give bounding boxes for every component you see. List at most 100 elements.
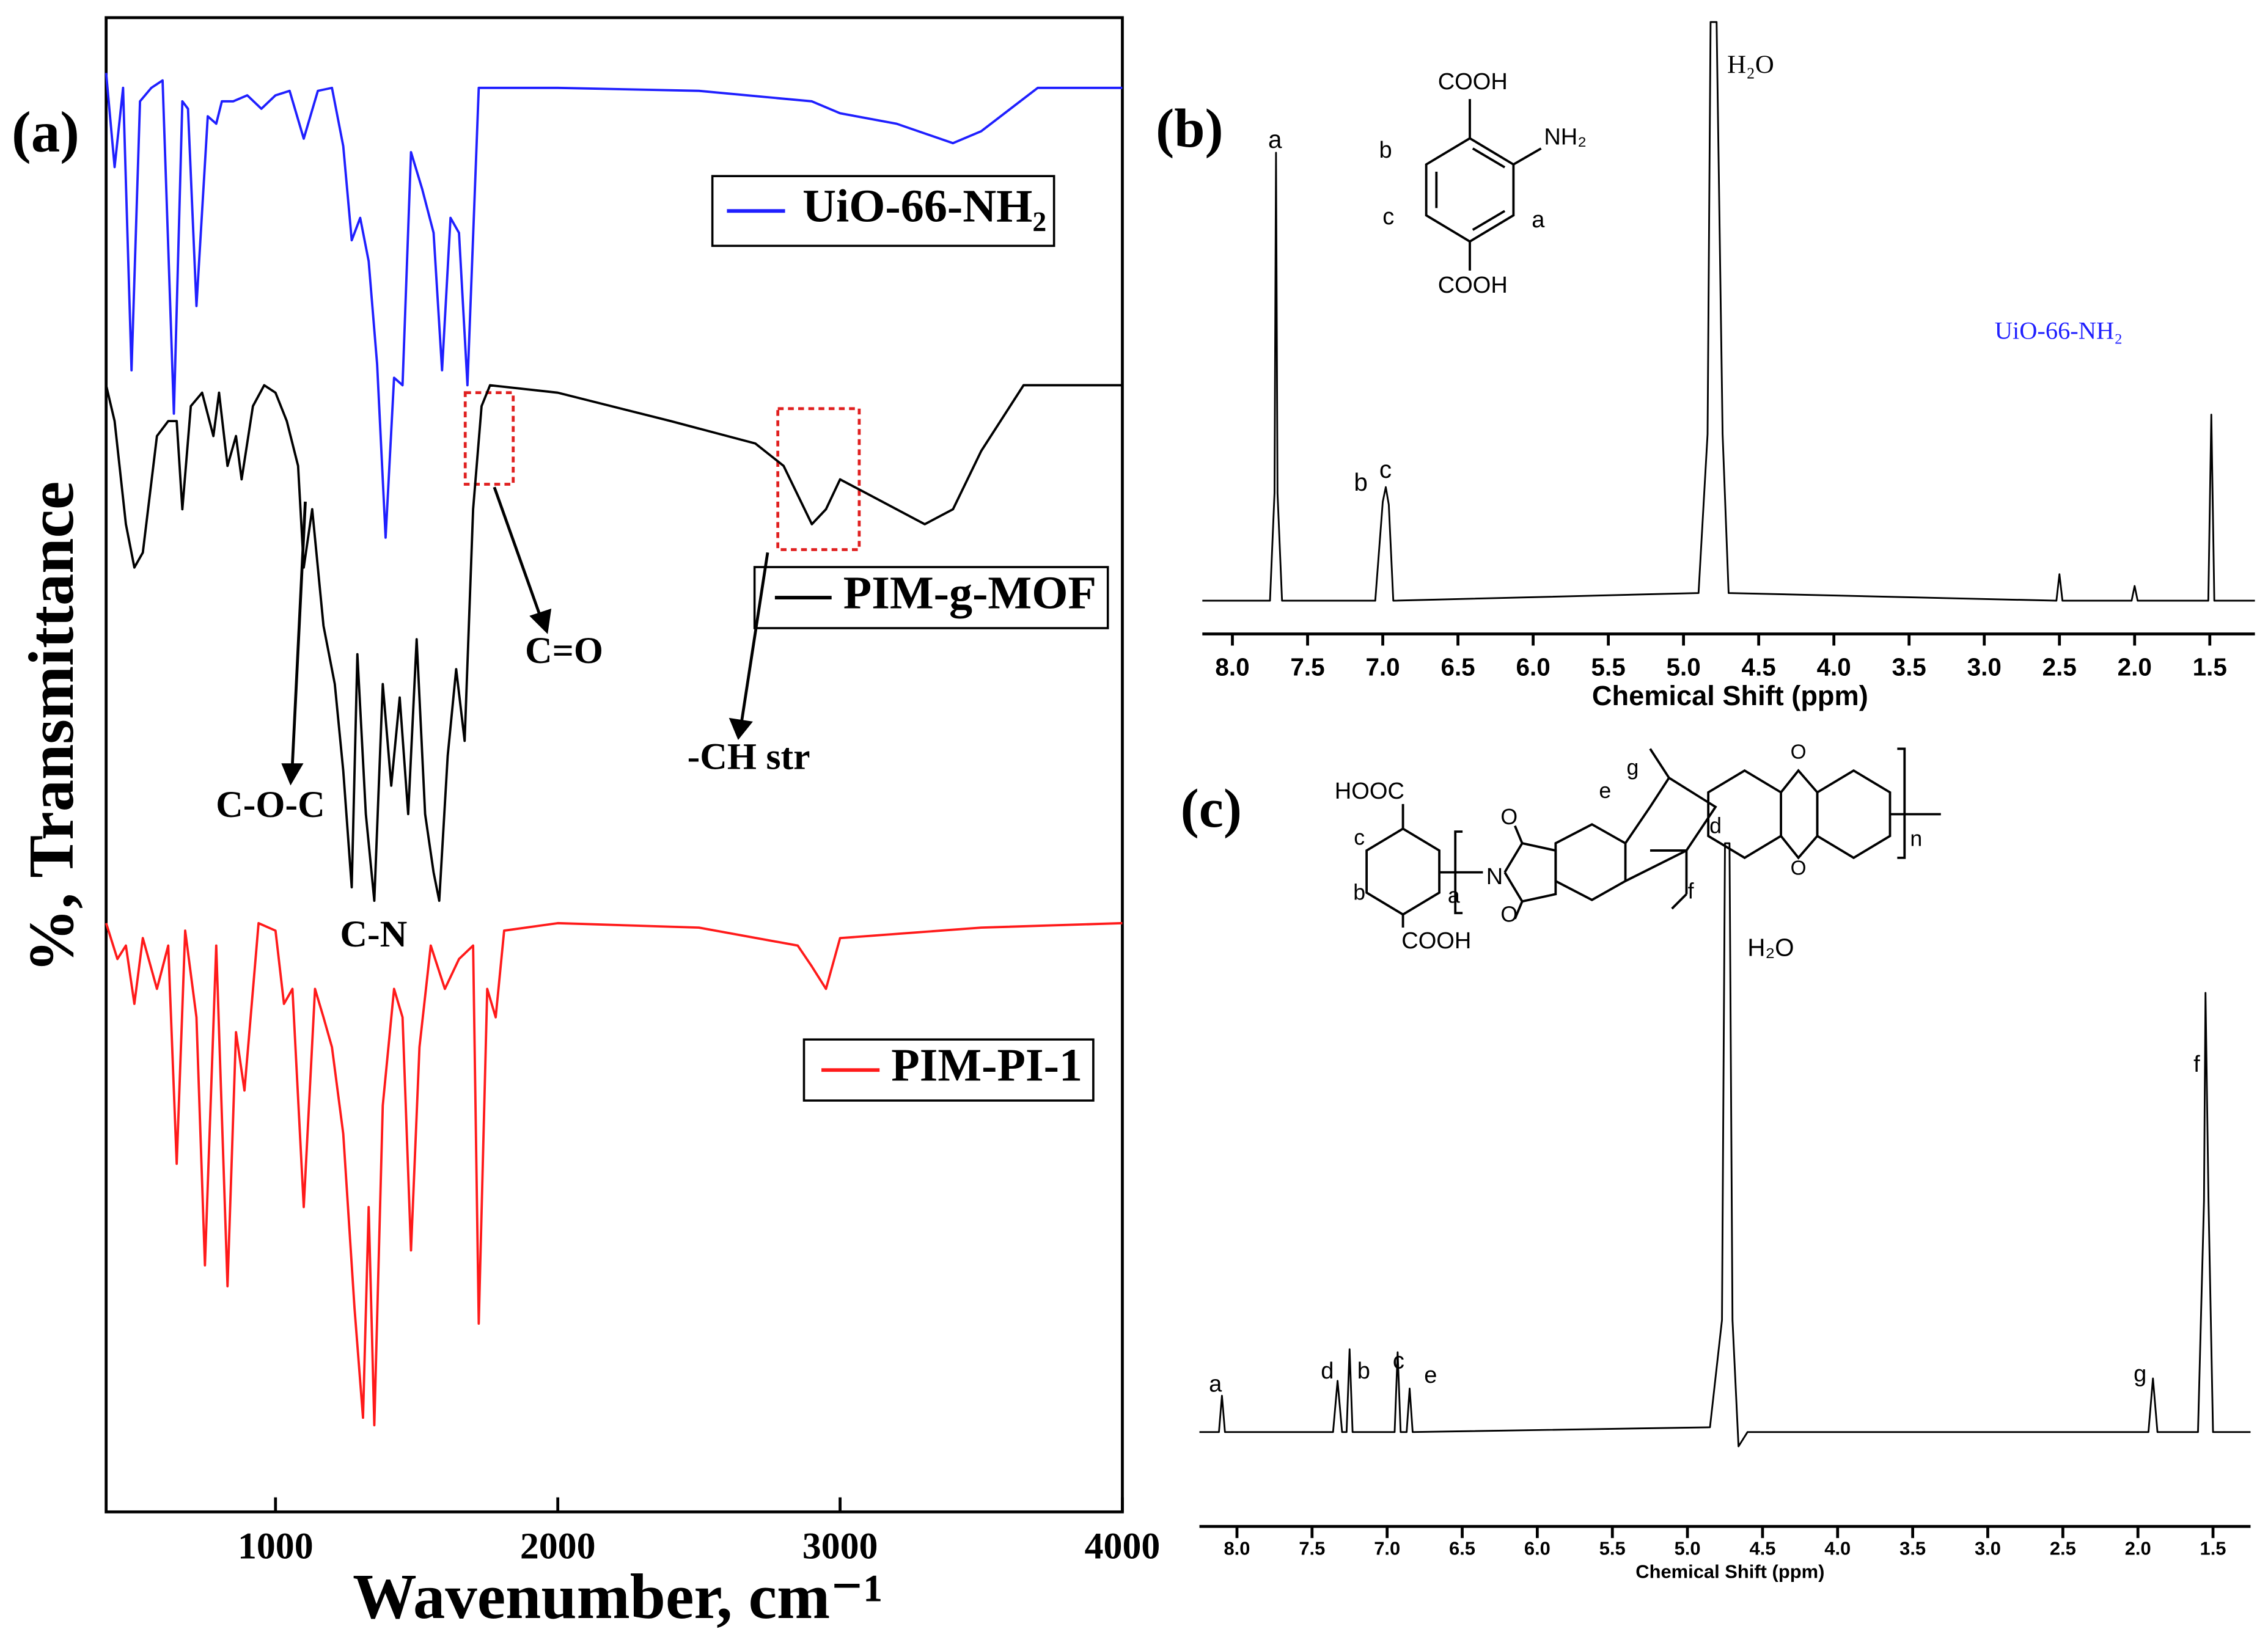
legend-label: PIM-PI-1 bbox=[891, 1040, 1082, 1091]
x-tick-label: 4.5 bbox=[1749, 1537, 1775, 1559]
peak-label: H₂O bbox=[1747, 933, 1794, 961]
spiro-ring bbox=[1624, 776, 1717, 882]
structure-label: b bbox=[1379, 137, 1392, 163]
x-tick-label: 1.5 bbox=[2200, 1537, 2226, 1559]
peak-label: H₂O bbox=[1727, 51, 1774, 79]
peak-label: a bbox=[1268, 125, 1282, 153]
x-tick-label: 2.5 bbox=[2050, 1537, 2076, 1559]
plot-frame bbox=[105, 16, 1124, 1514]
panel-b: (b) Chemical Shift (ppm) a b c H₂O UiO-6… bbox=[1156, 21, 2255, 711]
spectrum-line bbox=[105, 73, 1123, 539]
structure-label: c bbox=[1354, 825, 1365, 849]
x-tick-label: 5.0 bbox=[1675, 1537, 1701, 1559]
structure: COOH NH₂ b c a COOH bbox=[1379, 69, 1587, 298]
sample-label: UiO-66-NH₂ bbox=[1995, 317, 2123, 344]
x-tick-label: 6.5 bbox=[1440, 653, 1475, 681]
legend-label: UiO-66-NH₂ bbox=[802, 181, 1046, 232]
peak-label: b bbox=[1354, 468, 1368, 496]
annotation: -CH str bbox=[688, 736, 810, 778]
benzene-ring bbox=[1816, 769, 1892, 860]
bond bbox=[1514, 901, 1524, 920]
x-tick-label: 6.0 bbox=[1516, 653, 1550, 681]
structure-label: a bbox=[1532, 207, 1545, 233]
arrowhead bbox=[281, 763, 304, 786]
x-tick-label: 2.0 bbox=[2118, 653, 2152, 681]
bond bbox=[1472, 147, 1506, 169]
structure-label: O bbox=[1791, 857, 1807, 880]
spectrum-line bbox=[1202, 21, 2255, 602]
structure-label: a bbox=[1448, 884, 1460, 908]
x-tick-label: 2000 bbox=[520, 1525, 596, 1567]
spectrum-line bbox=[105, 384, 1123, 902]
bracket bbox=[1897, 747, 1906, 859]
x-tick-label: 1.5 bbox=[2193, 653, 2227, 681]
arrowhead bbox=[728, 717, 753, 741]
panel-label: (c) bbox=[1181, 777, 1242, 839]
structure-label: COOH bbox=[1438, 69, 1508, 95]
x-tick-label: 7.0 bbox=[1365, 653, 1400, 681]
structure-label: O bbox=[1500, 805, 1518, 829]
arrow bbox=[739, 552, 769, 723]
peak-label: d bbox=[1321, 1358, 1334, 1384]
x-tick-label: 2.0 bbox=[2125, 1537, 2151, 1559]
y-axis-label: %, Transmittance bbox=[16, 481, 87, 973]
x-axis-label: Wavenumber, cm⁻¹ bbox=[353, 1561, 883, 1632]
peak-label: f bbox=[2193, 1052, 2200, 1077]
structure-label: N bbox=[1486, 864, 1503, 890]
bond bbox=[1649, 748, 1670, 779]
x-tick-label: 3.5 bbox=[1899, 1537, 1926, 1559]
highlight-box bbox=[463, 391, 515, 486]
x-axis-label: Chemical Shift (ppm) bbox=[1635, 1561, 1824, 1582]
panel-label: (a) bbox=[12, 100, 79, 164]
panel-label: (b) bbox=[1156, 97, 1223, 159]
structure-label: e bbox=[1599, 778, 1611, 803]
bracket bbox=[1454, 830, 1463, 915]
arrowhead bbox=[529, 608, 552, 634]
structure-label: c bbox=[1382, 204, 1394, 230]
highlight-box bbox=[776, 407, 861, 551]
legend-box bbox=[711, 175, 1055, 247]
structure-label: n bbox=[1910, 827, 1922, 851]
x-tick-label: 5.5 bbox=[1591, 653, 1626, 681]
x-tick-label: 3.0 bbox=[1975, 1537, 2001, 1559]
x-tick-label: 5.5 bbox=[1599, 1537, 1626, 1559]
structure-label: O bbox=[1500, 902, 1518, 926]
x-tick-label: 6.5 bbox=[1449, 1537, 1475, 1559]
x-tick-label: 3.0 bbox=[1967, 653, 2002, 681]
annotation: C=O bbox=[525, 630, 603, 672]
structure-label: COOH bbox=[1401, 928, 1471, 954]
x-tick-label: 7.0 bbox=[1374, 1537, 1400, 1559]
structure-label: O bbox=[1791, 741, 1807, 763]
structure-label: g bbox=[1627, 755, 1639, 780]
bond bbox=[1514, 825, 1524, 844]
bond bbox=[1671, 893, 1687, 910]
peak-label: c bbox=[1379, 455, 1392, 483]
x-axis-label: Chemical Shift (ppm) bbox=[1592, 680, 1868, 711]
panel-c: (c) Chemical Shift (ppm) a d b c e H₂O g… bbox=[1181, 741, 2251, 1582]
x-tick-label: 7.5 bbox=[1299, 1537, 1325, 1559]
x-tick-label: 3000 bbox=[802, 1525, 878, 1567]
x-tick-label: 4.0 bbox=[1817, 653, 1851, 681]
peak-label: a bbox=[1209, 1371, 1222, 1397]
bond bbox=[1513, 147, 1542, 166]
peak-label: g bbox=[2134, 1361, 2146, 1387]
spiro-ring bbox=[1650, 849, 1688, 895]
arrow bbox=[493, 486, 543, 619]
x-tick-label: 4000 bbox=[1085, 1525, 1161, 1567]
structure-label: f bbox=[1688, 879, 1694, 903]
x-tick-label: 4.5 bbox=[1742, 653, 1776, 681]
x-tick-label: 8.0 bbox=[1215, 653, 1249, 681]
bond bbox=[1472, 210, 1506, 231]
x-tick-label: 2.5 bbox=[2042, 653, 2077, 681]
x-tick-label: 7.5 bbox=[1290, 653, 1324, 681]
peak-label: e bbox=[1424, 1363, 1437, 1388]
x-tick-label: 3.5 bbox=[1892, 653, 1926, 681]
structure-label: COOH bbox=[1438, 273, 1508, 298]
x-tick-label: 4.0 bbox=[1824, 1537, 1851, 1559]
legend-label: PIM-g-MOF bbox=[843, 568, 1096, 619]
annotation: C-N bbox=[340, 913, 407, 955]
structure: HOOC c b a COOH N O O e g f d O O n bbox=[1335, 741, 1941, 954]
x-tick-label: 5.0 bbox=[1667, 653, 1701, 681]
